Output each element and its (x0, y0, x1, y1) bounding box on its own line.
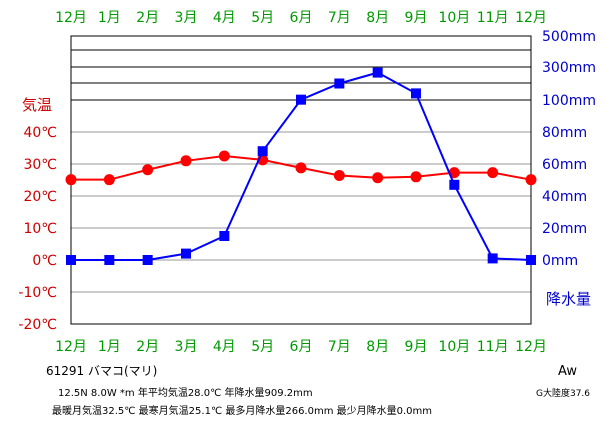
month-label-top: 6月 (290, 10, 313, 26)
month-label-top: 12月 (515, 10, 547, 26)
month-label-top: 1月 (98, 10, 121, 26)
precipitation-point (257, 146, 268, 157)
temperature-point (410, 171, 422, 183)
month-label-bottom: 12月 (515, 339, 547, 355)
station-name: 61291 バマコ(マリ) (46, 364, 158, 378)
month-label-bottom: 4月 (213, 339, 236, 355)
precipitation-point (449, 179, 460, 190)
temperature-point (487, 167, 499, 179)
station-extremes: 最暖月気温32.5℃ 最寒月気温25.1℃ 最多月降水量266.0mm 最少月降… (52, 406, 433, 417)
bottom-month-labels: 12月 1月 2月 3月 4月 5月 6月 7月 8月 9月 10月 11月 12月 (55, 339, 547, 355)
precipitation-series (66, 67, 536, 265)
month-label-bottom: 6月 (290, 339, 313, 355)
precipitation-point (526, 255, 536, 265)
climate-chart: 12月 1月 2月 3月 4月 5月 6月 7月 8月 9月 10月 11月 12月 12月 1月 2月 3月… (18, 10, 596, 355)
temperature-point (525, 174, 537, 186)
precipitation-point (66, 255, 76, 265)
precipitation-point (296, 94, 306, 105)
left-tick-label: -10℃ (18, 285, 57, 301)
month-label-bottom: 3月 (175, 339, 198, 355)
temperature-series (65, 150, 537, 186)
month-label-bottom: 7月 (328, 339, 351, 355)
right-tick-label: 100mm (542, 93, 596, 109)
right-tick-label: 80mm (542, 125, 587, 141)
precipitation-point (334, 78, 345, 89)
left-tick-label: 10℃ (23, 221, 57, 237)
left-tick-label: 0℃ (32, 253, 57, 269)
precipitation-point (411, 88, 421, 99)
month-label-bottom: 5月 (251, 339, 274, 355)
month-label-top: 4月 (213, 10, 236, 26)
month-label-top: 7月 (328, 10, 351, 26)
month-label-top: 11月 (477, 10, 509, 26)
left-tick-label: -20℃ (18, 317, 57, 333)
temperature-point (295, 162, 307, 174)
temperature-point (333, 170, 345, 182)
left-axis-title: 気温 (22, 96, 52, 114)
right-tick-label: 0mm (542, 253, 578, 269)
precipitation-point (181, 248, 191, 259)
temperature-point (103, 174, 115, 186)
month-label-bottom: 12月 (55, 339, 87, 355)
temperature-point (180, 155, 192, 167)
climate-class: Aw (558, 364, 577, 379)
right-tick-label: 40mm (542, 189, 587, 205)
temperature-point (218, 150, 230, 162)
month-label-top: 12月 (55, 10, 87, 26)
right-tick-label: 20mm (542, 221, 587, 237)
month-label-bottom: 9月 (405, 339, 428, 355)
month-label-bottom: 2月 (136, 339, 159, 355)
precipitation-point (219, 231, 230, 241)
temperature-point (142, 164, 154, 176)
right-tick-label: 300mm (542, 60, 596, 76)
month-label-top: 5月 (251, 10, 274, 26)
right-tick-label: 60mm (542, 157, 587, 173)
month-label-bottom: 10月 (438, 339, 470, 355)
left-tick-label: 30℃ (23, 157, 57, 173)
precipitation-point (104, 255, 115, 265)
month-label-bottom: 8月 (366, 339, 389, 355)
precipitation-point (142, 255, 153, 265)
precipitation-point (487, 253, 498, 264)
temperature-point (65, 174, 77, 186)
top-month-labels: 12月 1月 2月 3月 4月 5月 6月 7月 8月 9月 10月 11月 12月 (55, 10, 547, 26)
month-label-top: 3月 (175, 10, 198, 26)
month-label-bottom: 11月 (477, 339, 509, 355)
right-axis-ticks: 500mm 300mm 100mm 80mm 60mm 40mm 20mm 0mm (542, 29, 596, 269)
plot-frame (70, 35, 532, 325)
continentality-index: G大陸度37.6 (536, 389, 591, 399)
month-label-top: 10月 (438, 10, 470, 26)
left-tick-label: 40℃ (23, 125, 57, 141)
right-axis-title: 降水量 (546, 290, 591, 308)
precipitation-point (372, 67, 383, 78)
temperature-point (448, 167, 460, 179)
month-label-top: 8月 (366, 10, 389, 26)
station-summary: 12.5N 8.0W *m 年平均気温28.0℃ 年降水量909.2mm (58, 388, 313, 399)
month-label-bottom: 1月 (98, 339, 121, 355)
month-label-top: 2月 (136, 10, 159, 26)
right-tick-label: 500mm (542, 29, 596, 45)
left-axis-ticks: 40℃ 30℃ 20℃ 10℃ 0℃ -10℃ -20℃ (18, 125, 57, 333)
month-label-top: 9月 (405, 10, 428, 26)
temperature-point (372, 172, 384, 184)
left-tick-label: 20℃ (23, 189, 57, 205)
